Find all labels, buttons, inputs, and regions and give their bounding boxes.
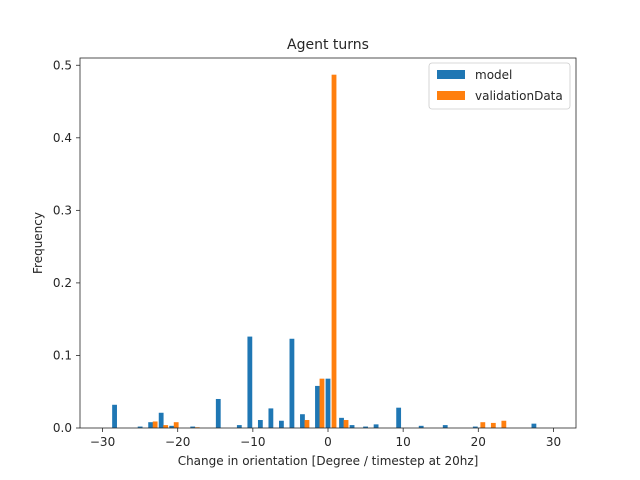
y-tick-label: 0.3: [53, 203, 72, 217]
chart-title: Agent turns: [287, 37, 369, 53]
y-axis: 0.0 0.1 0.2 0.3 0.4 0.5: [53, 58, 80, 435]
bar-validationdata-6: [331, 74, 337, 428]
bar-model-18: [363, 426, 368, 428]
bar-model-13: [300, 414, 305, 428]
y-tick-label: 0.4: [53, 131, 72, 145]
bar-validationdata-8: [480, 422, 486, 428]
bar-model-20: [396, 407, 402, 428]
legend-swatch-validationdata: [437, 91, 465, 100]
y-tick-label: 0.2: [53, 276, 72, 290]
bar-model-8: [247, 336, 253, 428]
bar-model-4: [169, 425, 175, 428]
bar-validationdata-2: [173, 422, 179, 428]
y-tick-label: 0.1: [53, 348, 72, 362]
bar-validationdata-4: [304, 420, 310, 428]
bar-validationdata-10: [501, 420, 507, 428]
bar-model-24: [531, 423, 537, 428]
bar-model-23: [472, 426, 478, 428]
x-axis: −30 −20 −10 0 10 20 30: [90, 428, 561, 449]
bar-model-1: [137, 426, 143, 428]
bar-model-12: [289, 338, 295, 428]
bar-model-6: [215, 398, 221, 428]
bar-model-11: [279, 420, 284, 428]
bar-validationdata-5: [319, 378, 325, 428]
bar-validationdata-9: [490, 422, 496, 428]
x-tick-label: −20: [165, 435, 190, 449]
bar-validationdata-0: [152, 421, 158, 428]
legend-swatch-model: [437, 70, 465, 79]
bar-validationdata-7: [343, 420, 349, 428]
legend-label-model: model: [475, 68, 512, 82]
bar-model-7: [236, 425, 242, 428]
bar-model-5: [190, 426, 196, 428]
x-tick-label: −10: [240, 435, 265, 449]
legend: model validationData: [428, 62, 571, 110]
bar-model-19: [373, 424, 379, 428]
bar-model-14: [315, 385, 320, 428]
bar-model-2: [148, 422, 154, 428]
x-tick-label: 20: [471, 435, 486, 449]
bar-model-10: [268, 408, 274, 428]
bar-model-15: [325, 378, 331, 428]
y-tick-label: 0.5: [53, 58, 72, 72]
x-tick-label: 10: [396, 435, 411, 449]
x-tick-label: 0: [324, 435, 332, 449]
legend-label-validationdata: validationData: [475, 89, 563, 103]
bar-model-16: [339, 417, 344, 428]
bar-model-17: [349, 425, 355, 428]
x-axis-label: Change in orientation [Degree / timestep…: [178, 454, 479, 468]
x-tick-label: 30: [546, 435, 561, 449]
y-tick-label: 0.0: [53, 421, 72, 435]
bar-model-0: [112, 404, 117, 428]
bar-validationdata-1: [163, 425, 169, 428]
bar-model-22: [442, 425, 448, 428]
bar-model-9: [257, 420, 263, 428]
bar-model-3: [158, 412, 164, 428]
bar-model-21: [418, 425, 424, 428]
x-tick-label: −30: [90, 435, 115, 449]
y-axis-label: Frequency: [31, 212, 45, 274]
